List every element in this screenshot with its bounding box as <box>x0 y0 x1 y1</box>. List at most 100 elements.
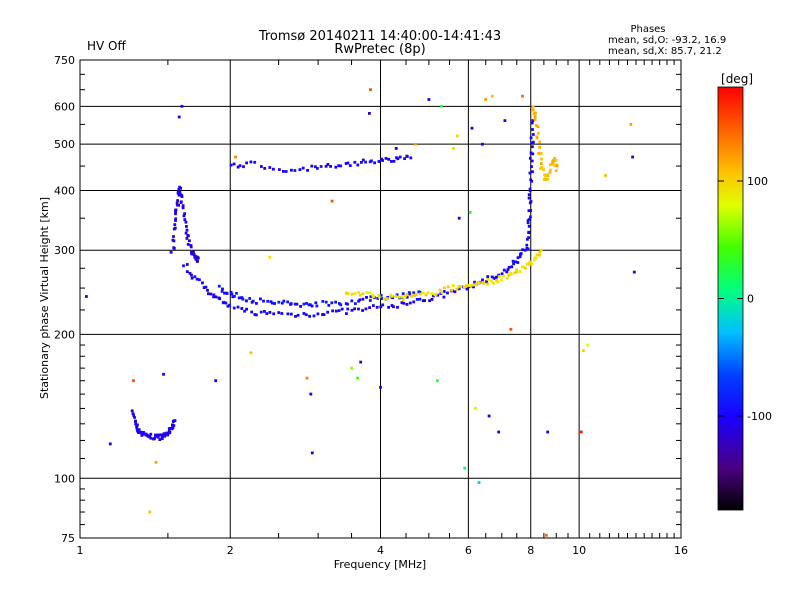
echo-point <box>436 293 440 297</box>
echo-point <box>277 311 281 314</box>
echo-point <box>171 238 175 242</box>
echo-point <box>529 200 533 203</box>
echo-point <box>531 140 535 144</box>
echo-point <box>529 178 533 182</box>
echo-point <box>241 297 245 301</box>
echo-point <box>344 291 348 295</box>
echo-point <box>139 430 143 434</box>
echo-point <box>294 315 297 318</box>
echo-point <box>308 303 312 307</box>
echo-point <box>354 302 357 305</box>
echo-point <box>542 168 545 172</box>
echo-point <box>250 310 254 314</box>
colorbar-tick-label: 100 <box>747 175 768 188</box>
echo-point <box>212 295 215 299</box>
echo-point <box>310 304 314 308</box>
echo-point <box>379 305 383 309</box>
echo-point <box>518 255 522 259</box>
x-tick-label: 1 <box>77 544 84 557</box>
echo-point <box>368 306 371 309</box>
data-points <box>85 88 636 537</box>
echo-point <box>132 379 135 383</box>
echo-point <box>236 305 240 309</box>
echo-point <box>361 309 364 312</box>
echo-point <box>410 295 413 298</box>
echo-point <box>528 171 532 175</box>
phases-stats-x: mean, sd,X: 85.7, 21.2 <box>608 46 722 57</box>
echo-point <box>430 292 434 295</box>
echo-point <box>315 304 319 308</box>
echo-point <box>284 170 288 173</box>
echo-point <box>371 293 375 297</box>
echo-point <box>194 257 198 261</box>
echo-point <box>177 115 181 119</box>
echo-point <box>192 250 195 254</box>
echo-point <box>409 156 413 160</box>
echo-point <box>405 155 409 158</box>
echo-point <box>165 431 169 435</box>
echo-point <box>169 250 173 254</box>
echo-point <box>237 296 241 300</box>
echo-point <box>170 427 174 431</box>
x-tick-label: 10 <box>572 544 586 557</box>
echo-point <box>293 302 297 306</box>
echo-point <box>531 128 534 131</box>
echo-point <box>327 304 331 307</box>
echo-point <box>424 293 428 297</box>
echo-point <box>220 290 224 293</box>
echo-point <box>174 212 177 216</box>
echo-point <box>282 299 286 303</box>
echo-point <box>538 140 542 144</box>
colorbar-ticks: 100 0 -100 <box>718 175 772 423</box>
echo-point <box>330 301 334 305</box>
echo-point <box>344 162 348 165</box>
echo-point <box>346 307 350 311</box>
echo-point <box>255 313 258 317</box>
y-tick-label: 200 <box>54 328 75 341</box>
echo-point <box>253 313 257 316</box>
echo-point <box>553 159 556 163</box>
echo-point <box>540 157 544 161</box>
echo-point <box>467 284 471 287</box>
y-tick-label: 75 <box>61 532 75 545</box>
echo-point <box>440 104 443 108</box>
echo-point <box>232 306 236 310</box>
echo-point <box>423 299 426 302</box>
echo-point <box>296 313 300 317</box>
echo-point <box>542 178 546 181</box>
echo-point <box>188 239 191 243</box>
echo-point <box>137 428 141 432</box>
echo-point <box>358 293 362 297</box>
echo-point <box>348 164 352 167</box>
echo-point <box>512 262 515 266</box>
echo-point <box>554 169 558 173</box>
echo-point <box>350 366 353 370</box>
echo-point <box>632 270 636 274</box>
echo-point <box>202 286 206 289</box>
echo-point <box>324 300 328 304</box>
echo-point <box>356 163 360 167</box>
echo-point <box>538 253 541 257</box>
echo-point <box>524 266 527 270</box>
echo-point <box>505 270 509 274</box>
echo-point <box>293 169 297 172</box>
echo-point <box>179 186 182 190</box>
echo-point <box>549 168 552 172</box>
echo-point <box>280 312 284 315</box>
echo-point <box>529 209 532 212</box>
echo-point <box>310 451 314 455</box>
echo-point <box>534 256 538 260</box>
echo-point <box>398 155 402 159</box>
echo-point <box>179 193 182 197</box>
echo-point <box>185 228 189 232</box>
echo-point <box>321 313 324 316</box>
echo-point <box>373 161 376 165</box>
echo-point <box>198 278 201 282</box>
echo-point <box>412 291 416 295</box>
echo-point <box>495 275 498 279</box>
echo-point <box>528 189 532 193</box>
echo-point <box>482 281 485 285</box>
echo-point <box>163 434 167 438</box>
echo-point <box>174 208 178 212</box>
echo-point <box>334 309 338 313</box>
